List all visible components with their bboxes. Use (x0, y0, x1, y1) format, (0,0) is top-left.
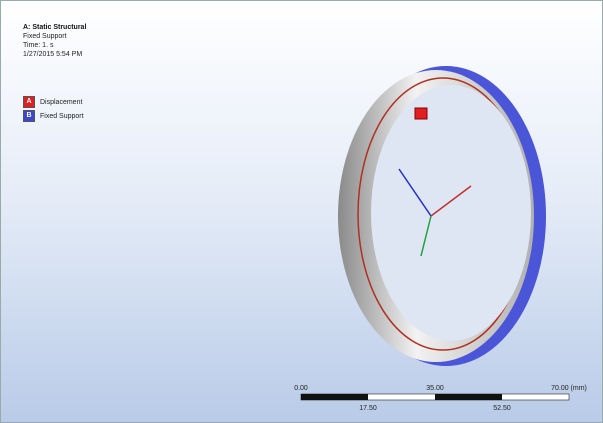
scale-label: 0.00 (294, 385, 308, 392)
scale-label: 17.50 (359, 405, 377, 412)
scale-label: 52.50 (493, 405, 511, 412)
scale-label: 35.00 (426, 385, 444, 392)
scale-label: 70.00 (mm) (551, 385, 587, 392)
viewport: A: Static Structural Fixed Support Time:… (0, 0, 603, 423)
displacement-marker[interactable] (415, 108, 427, 119)
model-view: 0.00 35.00 70.00 (mm) 17.50 52.50 (1, 1, 603, 423)
ring-hole (371, 85, 531, 341)
scale-segment (435, 394, 502, 400)
scale-segment (301, 394, 368, 400)
